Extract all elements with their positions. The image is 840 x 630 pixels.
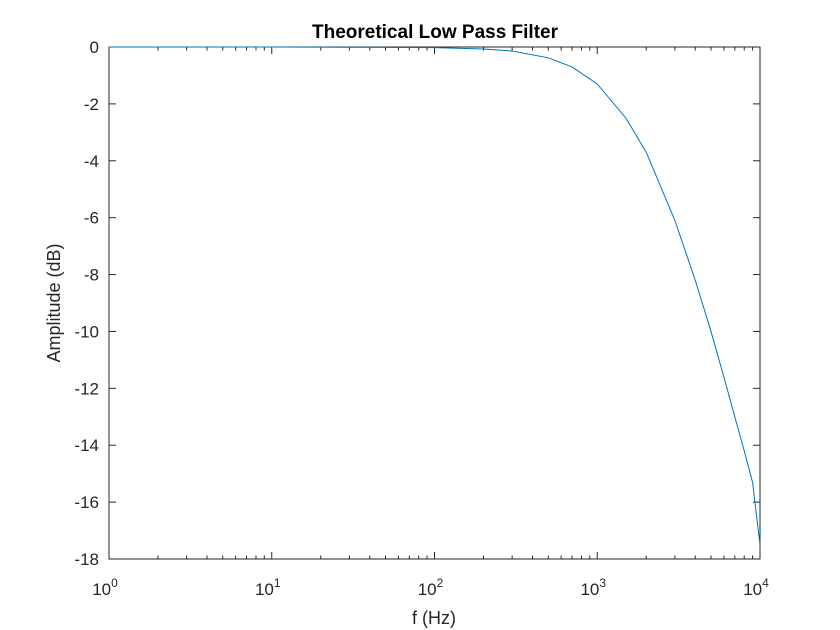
y-tick-label: 0 (90, 38, 99, 57)
x-tick-label: 103 (580, 576, 606, 599)
chart-title: Theoretical Low Pass Filter (312, 22, 559, 43)
x-tick-exponent: 2 (437, 576, 444, 590)
y-axis-label: Amplitude (dB) (44, 243, 64, 362)
x-tick-label: 104 (743, 576, 769, 599)
y-tick-label: -16 (74, 493, 99, 512)
y-tick-label: -12 (74, 379, 99, 398)
y-tick-label: -14 (74, 436, 99, 455)
y-tick-label: -6 (84, 209, 99, 228)
x-tick-label: 102 (418, 576, 444, 599)
axes-box (108, 46, 761, 560)
y-tick-label: -10 (74, 322, 99, 341)
x-axis-label: f (Hz) (412, 608, 456, 628)
y-tick-label: -4 (84, 152, 99, 171)
x-tick-exponent: 4 (762, 576, 769, 590)
x-tick-exponent: 0 (111, 576, 118, 590)
y-tick-label: -8 (84, 266, 99, 285)
series-line-0 (109, 46, 761, 545)
x-tick-label: 101 (255, 576, 281, 599)
y-tick-label: -2 (84, 95, 99, 114)
x-tick-label: 100 (92, 576, 118, 599)
x-tick-exponent: 3 (599, 576, 606, 590)
x-tick-exponent: 1 (274, 576, 281, 590)
y-tick-label: -18 (74, 550, 99, 569)
